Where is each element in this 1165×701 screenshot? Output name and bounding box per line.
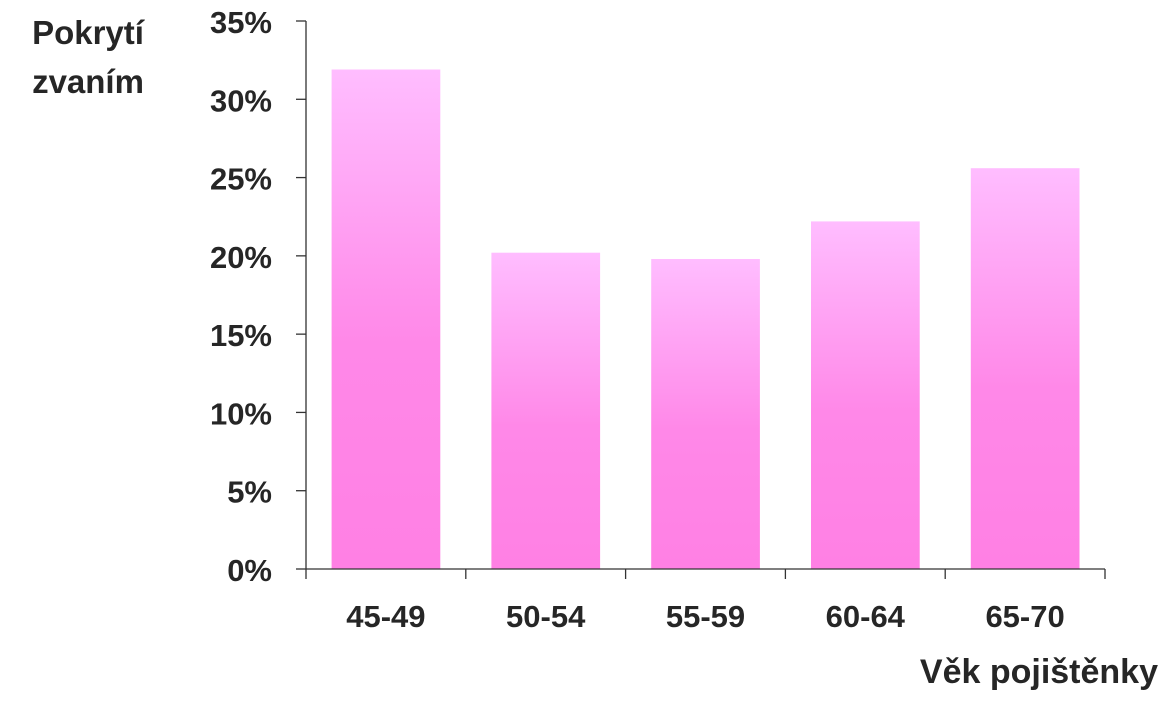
x-tick-label: 55-59 (666, 599, 745, 634)
y-axis-label-line-1: Pokrytí (32, 14, 146, 51)
y-axis-label-line-2: zvaním (32, 63, 144, 100)
y-tick-label: 35% (210, 5, 272, 40)
y-ticks-group: 0% 5% 10% 15% 20% 25% 30% 35% (210, 5, 306, 588)
y-tick-label: 30% (210, 83, 272, 118)
x-tick-label: 45-49 (346, 599, 425, 634)
x-tick-label: 60-64 (826, 599, 906, 634)
x-tick-label: 65-70 (985, 599, 1064, 634)
bar-65-70 (970, 168, 1080, 569)
bar-50-54 (491, 252, 601, 569)
bar-60-64 (811, 221, 920, 569)
x-ticks-group: 45-49 50-54 55-59 60-64 65-70 (305, 569, 1106, 634)
bar-45-49 (331, 69, 441, 569)
y-tick-label: 10% (210, 396, 272, 431)
x-axis-label: Věk pojištěnky (920, 653, 1158, 691)
y-tick-label: 25% (210, 162, 272, 197)
axes-group (305, 21, 1105, 570)
y-tick-label: 0% (227, 553, 272, 588)
bars-group (331, 69, 1080, 569)
y-tick-label: 15% (210, 318, 272, 353)
x-tick-label: 50-54 (506, 599, 586, 634)
bar-55-59 (651, 259, 760, 569)
y-tick-label: 20% (210, 240, 272, 275)
y-tick-label: 5% (227, 475, 272, 510)
